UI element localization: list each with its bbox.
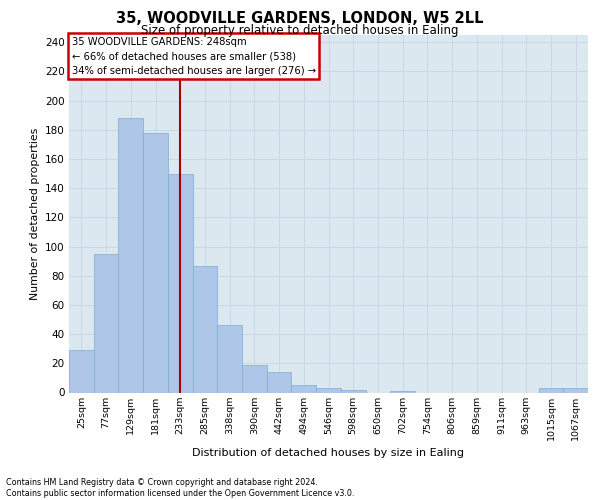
Bar: [242, 365, 267, 392]
Text: Contains HM Land Registry data © Crown copyright and database right 2024.
Contai: Contains HM Land Registry data © Crown c…: [6, 478, 355, 498]
Text: 35 WOODVILLE GARDENS: 248sqm
← 66% of detached houses are smaller (538)
34% of s: 35 WOODVILLE GARDENS: 248sqm ← 66% of de…: [71, 37, 316, 76]
Bar: [94, 254, 118, 392]
Bar: [193, 266, 217, 392]
Bar: [168, 174, 193, 392]
Bar: [563, 388, 588, 392]
Bar: [217, 326, 242, 392]
Text: Size of property relative to detached houses in Ealing: Size of property relative to detached ho…: [141, 24, 459, 37]
Bar: [390, 391, 415, 392]
Bar: [341, 390, 365, 392]
Bar: [118, 118, 143, 392]
Bar: [539, 388, 563, 392]
Bar: [316, 388, 341, 392]
Text: 35, WOODVILLE GARDENS, LONDON, W5 2LL: 35, WOODVILLE GARDENS, LONDON, W5 2LL: [116, 11, 484, 26]
Bar: [69, 350, 94, 393]
Y-axis label: Number of detached properties: Number of detached properties: [29, 128, 40, 300]
Bar: [292, 385, 316, 392]
X-axis label: Distribution of detached houses by size in Ealing: Distribution of detached houses by size …: [193, 448, 464, 458]
Bar: [267, 372, 292, 392]
Bar: [143, 133, 168, 392]
